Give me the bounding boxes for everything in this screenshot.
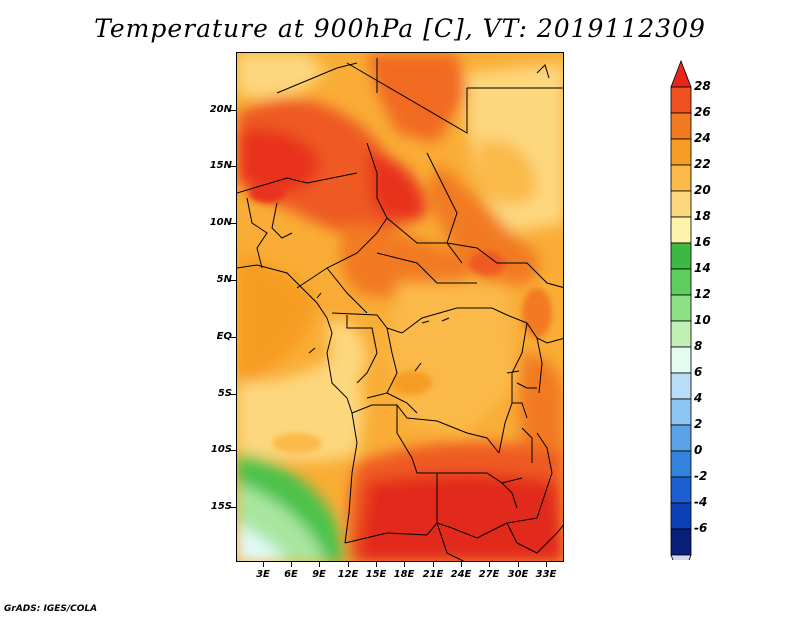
- colorbar-segment: [670, 294, 692, 322]
- colorbar-label: 4: [694, 391, 703, 405]
- lon-tick: [489, 562, 490, 567]
- colorbar-segment: [670, 268, 692, 296]
- colorbar-label: 24: [694, 131, 711, 145]
- colorbar-segment: [670, 554, 692, 560]
- lon-tick: [461, 562, 462, 567]
- footer-credit: GrADS: IGES/COLA: [4, 604, 98, 614]
- colorbar-label: 28: [694, 79, 711, 93]
- lat-label-10n: 10N: [209, 217, 232, 228]
- country-borders: [237, 58, 563, 561]
- lon-label-9e: 9E: [312, 569, 326, 580]
- lon-label-24e: 24E: [450, 569, 472, 580]
- colorbar-segment: [670, 502, 692, 530]
- colorbar-segment: [670, 112, 692, 140]
- colorbar-segment: [670, 164, 692, 192]
- colorbar-segment: [670, 86, 692, 114]
- lat-label-5n: 5N: [216, 274, 232, 285]
- lon-tick: [291, 562, 292, 567]
- lat-tick: [230, 337, 236, 338]
- colorbar-segment: [670, 216, 692, 244]
- colorbar-segment: [670, 242, 692, 270]
- lon-tick: [263, 562, 264, 567]
- lat-tick: [230, 450, 236, 451]
- colorbar: [670, 60, 692, 560]
- lat-tick: [230, 223, 236, 224]
- lon-tick: [518, 562, 519, 567]
- lat-tick: [230, 166, 236, 167]
- colorbar-label: 16: [694, 235, 711, 249]
- lat-tick: [230, 507, 236, 508]
- colorbar-segment: [670, 528, 692, 556]
- chart-title: Temperature at 900hPa [C], VT: 201911230…: [94, 14, 706, 43]
- colorbar-segment: [670, 60, 692, 88]
- colorbar-label: 8: [694, 339, 703, 353]
- lat-label-20n: 20N: [209, 104, 232, 115]
- temperature-field-contours: [237, 53, 563, 561]
- colorbar-segment: [670, 398, 692, 426]
- colorbar-label: 26: [694, 105, 711, 119]
- colorbar-segment: [670, 424, 692, 452]
- lat-label-15n: 15N: [209, 160, 232, 171]
- colorbar-label: 2: [694, 417, 703, 431]
- colorbar-segment: [670, 138, 692, 166]
- lat-label-10s: 10S: [210, 444, 232, 455]
- colorbar-label: 18: [694, 209, 711, 223]
- lon-label-33e: 33E: [535, 569, 557, 580]
- lat-tick: [230, 280, 236, 281]
- colorbar-label: 20: [694, 183, 711, 197]
- lon-tick: [348, 562, 349, 567]
- colorbar-label: -2: [694, 469, 708, 483]
- lon-tick: [376, 562, 377, 567]
- colorbar-segment: [670, 476, 692, 504]
- lon-tick: [404, 562, 405, 567]
- lon-label-27e: 27E: [478, 569, 500, 580]
- lon-label-18e: 18E: [393, 569, 415, 580]
- lon-label-21e: 21E: [422, 569, 444, 580]
- lon-tick: [546, 562, 547, 567]
- colorbar-segment: [670, 450, 692, 478]
- lon-label-6e: 6E: [284, 569, 298, 580]
- colorbar-label: 12: [694, 287, 711, 301]
- map-panel: [236, 52, 564, 562]
- lon-label-12e: 12E: [337, 569, 359, 580]
- colorbar-label: -6: [694, 521, 708, 535]
- colorbar-segment: [670, 190, 692, 218]
- colorbar-segment: [670, 346, 692, 374]
- lat-label-5s: 5S: [217, 388, 232, 399]
- colorbar-label: -4: [694, 495, 708, 509]
- lon-tick: [433, 562, 434, 567]
- colorbar-label: 22: [694, 157, 711, 171]
- lat-label-eq: EQ: [216, 331, 232, 342]
- temperature-map: [237, 53, 563, 561]
- colorbar-segment: [670, 320, 692, 348]
- lon-label-15e: 15E: [365, 569, 387, 580]
- colorbar-label: 6: [694, 365, 703, 379]
- lat-tick: [230, 394, 236, 395]
- lon-tick: [319, 562, 320, 567]
- lon-label-30e: 30E: [507, 569, 529, 580]
- lat-tick: [230, 110, 236, 111]
- colorbar-label: 0: [694, 443, 703, 457]
- lat-label-15s: 15S: [210, 501, 232, 512]
- colorbar-segment: [670, 372, 692, 400]
- colorbar-label: 10: [694, 313, 711, 327]
- lon-label-3e: 3E: [256, 569, 270, 580]
- colorbar-label: 14: [694, 261, 711, 275]
- temperature-field-details: [249, 183, 552, 453]
